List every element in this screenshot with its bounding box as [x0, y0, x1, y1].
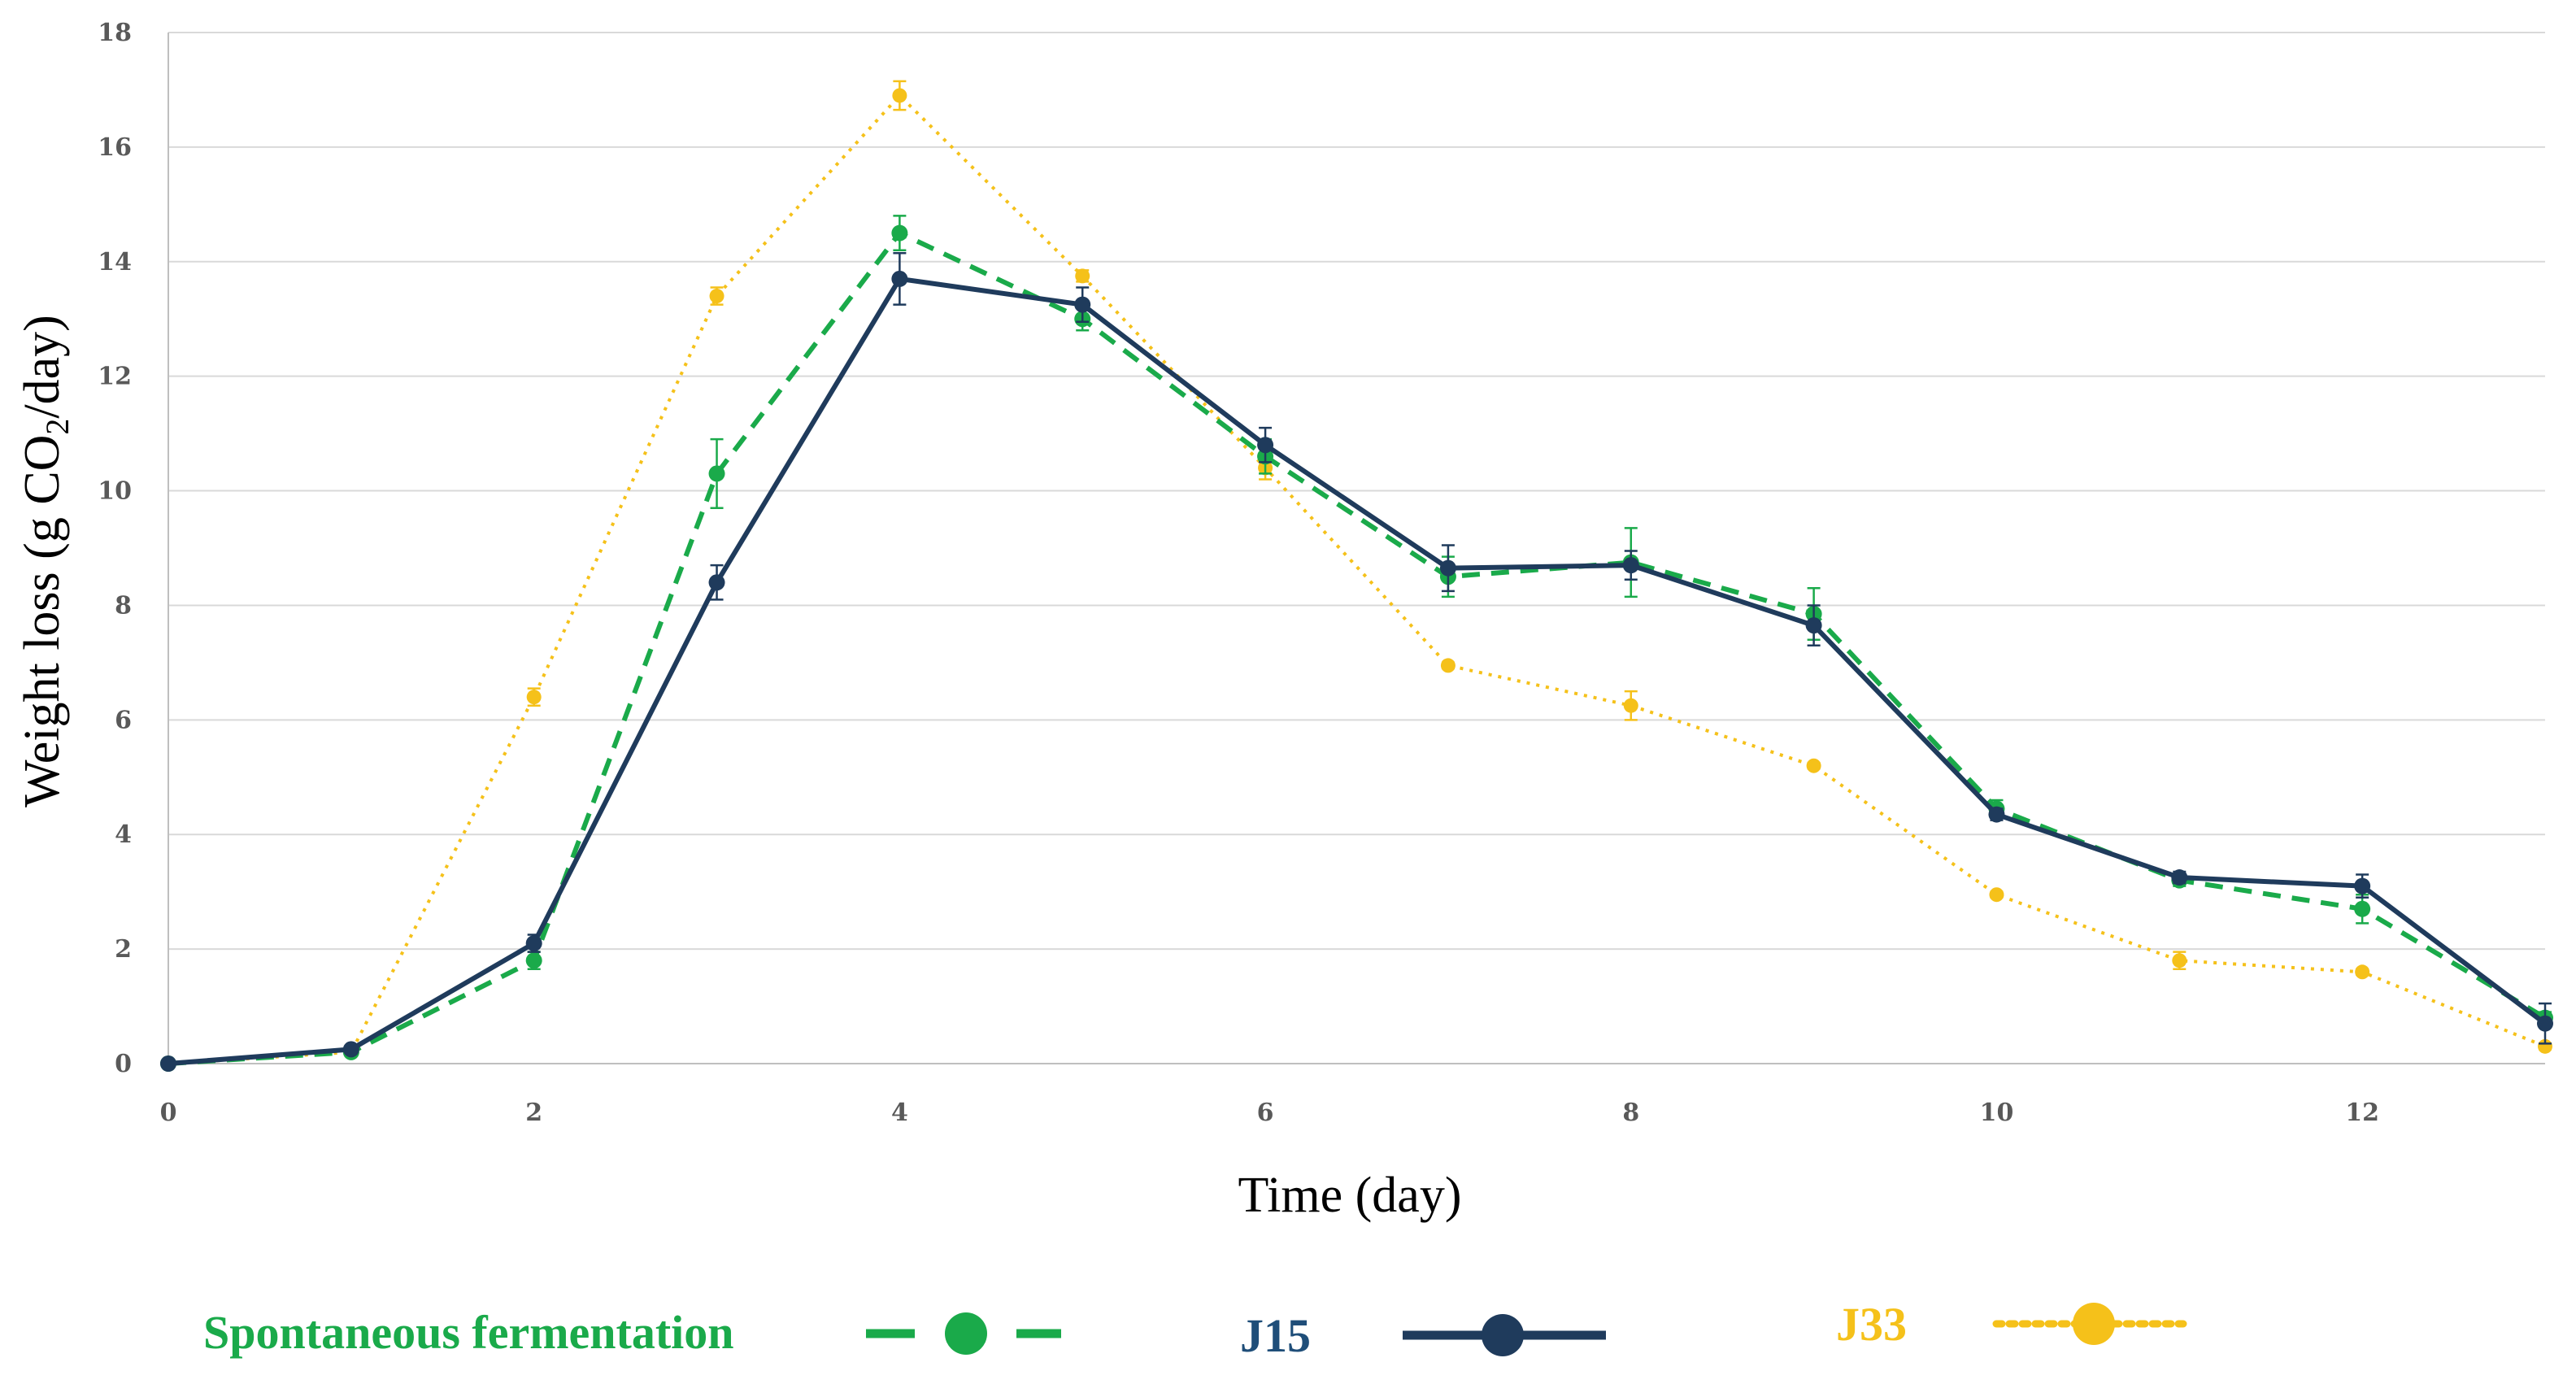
y-axis-title-main: Weight loss (g CO	[15, 435, 70, 807]
data-point	[1439, 559, 1456, 577]
x-tick-label: 6	[1257, 1099, 1274, 1127]
legend-label-j33: J33	[1836, 1298, 1907, 1351]
data-point	[1989, 887, 2004, 903]
y-tick-label: 2	[115, 935, 132, 964]
data-point	[160, 1055, 176, 1072]
y-tick-label: 14	[98, 248, 132, 276]
gridlines	[168, 32, 2545, 951]
data-point	[2354, 877, 2371, 894]
x-tick-labels: 0 2 4 6 8 10 12	[160, 1099, 2379, 1127]
data-point	[2172, 953, 2187, 968]
data-point	[708, 465, 725, 482]
series-layer	[160, 80, 2553, 1072]
data-point	[526, 690, 542, 705]
x-tick-label: 4	[891, 1099, 908, 1127]
data-point	[891, 224, 908, 242]
data-point	[1623, 698, 1638, 713]
x-tick-label: 0	[160, 1099, 177, 1127]
data-point	[525, 935, 542, 952]
legend-swatch-j15	[1403, 1314, 1606, 1356]
x-tick-label: 10	[1980, 1099, 2014, 1127]
y-tick-label: 4	[115, 820, 132, 849]
x-tick-label: 12	[2345, 1099, 2379, 1127]
data-point	[2171, 869, 2188, 886]
data-point	[1257, 437, 1274, 454]
y-tick-label: 0	[115, 1050, 132, 1078]
legend-label-j15: J15	[1240, 1309, 1311, 1362]
series-line	[168, 276, 2547, 1066]
data-point	[2354, 900, 2371, 917]
y-tick-label: 10	[98, 477, 132, 506]
legend-swatch-spontaneous	[866, 1312, 1061, 1355]
data-point	[342, 1041, 359, 1058]
data-point	[1440, 658, 1456, 673]
series-spontaneous-fermentation	[160, 215, 2553, 1072]
data-point	[1622, 557, 1639, 574]
data-point	[892, 88, 907, 103]
data-point	[2537, 1015, 2553, 1032]
data-point	[1075, 268, 1090, 284]
y-tick-label: 12	[98, 363, 132, 391]
y-tick-label: 8	[115, 591, 132, 620]
axes	[168, 33, 2545, 1064]
y-tick-label: 18	[98, 19, 132, 47]
y-axis-title-tail: /day)	[15, 315, 70, 418]
y-tick-labels: 0 2 4 6 8 10 12 14 16 18	[98, 19, 132, 1078]
series-j15	[160, 251, 2553, 1072]
series-line	[168, 94, 2546, 1065]
legend-swatch-j33	[1992, 1303, 2187, 1345]
y-axis-title-subscript: 2	[39, 419, 76, 435]
data-point	[709, 289, 724, 304]
x-tick-label: 2	[525, 1099, 542, 1127]
x-tick-label: 8	[1622, 1099, 1639, 1127]
data-point	[1074, 296, 1091, 313]
series-j33	[161, 80, 2552, 1071]
data-point	[891, 270, 908, 287]
data-point	[2355, 964, 2370, 980]
y-tick-label: 16	[98, 133, 132, 162]
x-axis-title: Time (day)	[1238, 1168, 1462, 1223]
series-line	[168, 230, 2547, 1066]
legend: Spontaneous fermentation J15 J33	[203, 1298, 2187, 1362]
y-axis-title: Weight loss (g CO2/day)	[15, 315, 76, 807]
data-point	[1806, 758, 1821, 773]
data-point	[1988, 806, 2005, 823]
y-tick-label: 6	[115, 706, 132, 734]
legend-label-spontaneous: Spontaneous fermentation	[203, 1306, 734, 1359]
data-point	[525, 952, 542, 969]
data-point	[1805, 617, 1822, 634]
data-point	[708, 574, 725, 591]
